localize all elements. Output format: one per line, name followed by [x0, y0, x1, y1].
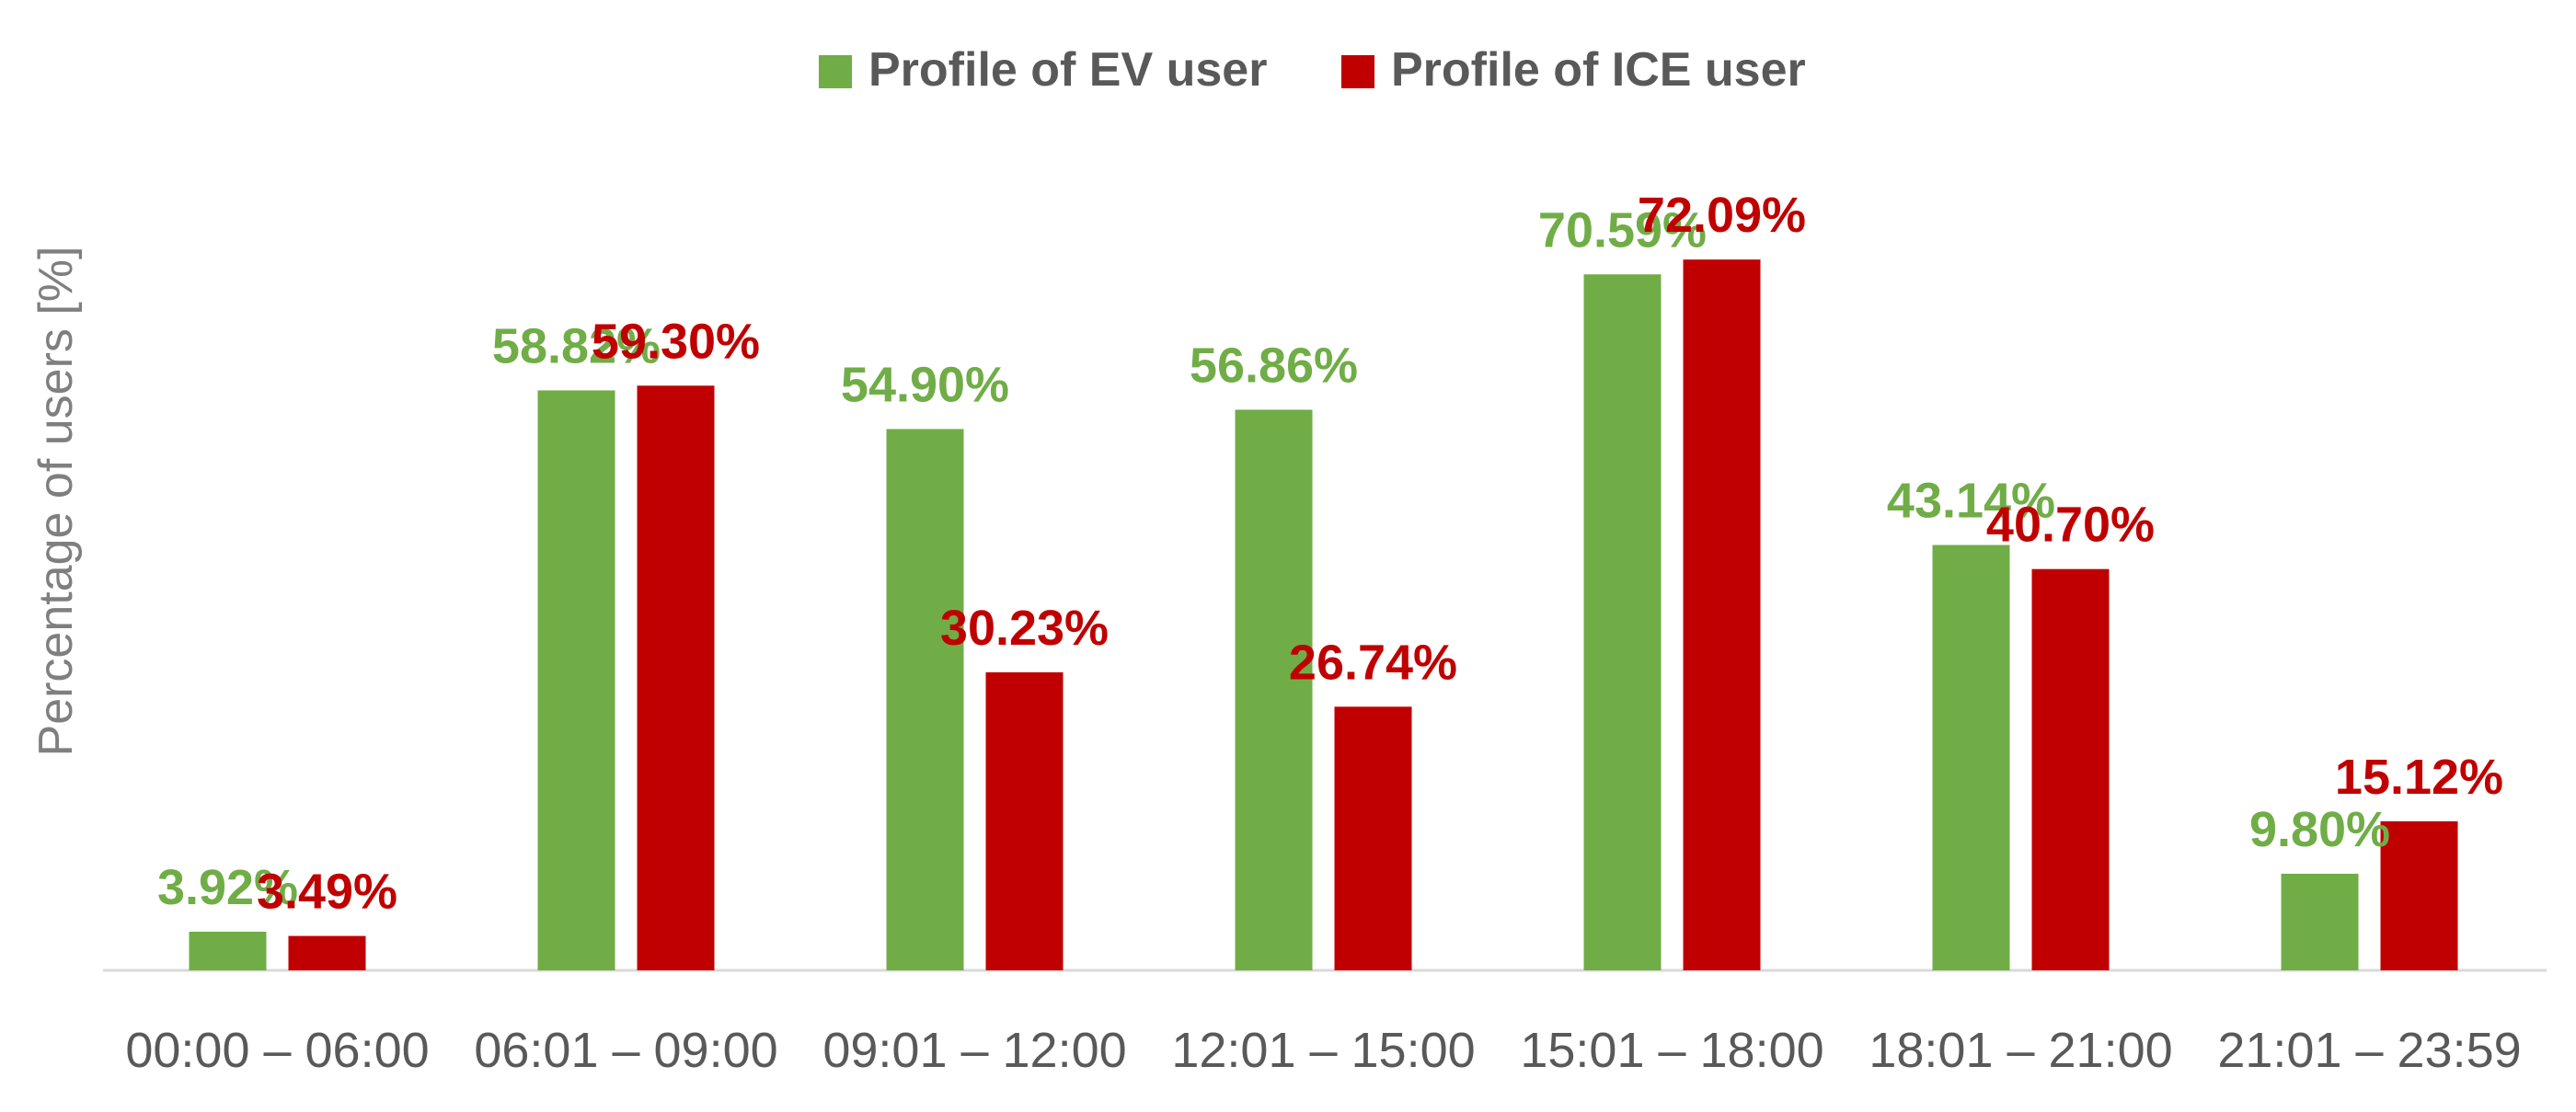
- x-tick-label-15-01-18-00: 15:01 – 18:00: [1520, 1023, 1823, 1078]
- ev-data-label-09-01-12-00: 54.90%: [841, 357, 1009, 412]
- ice-data-label-15-01-18-00: 72.09%: [1638, 188, 1806, 243]
- ice-bar-09-01-12-00: [985, 671, 1064, 970]
- x-tick-labels: 00:00 – 06:00 06:01 – 09:00 09:01 – 12:00 1…: [125, 1023, 2521, 1078]
- ev-bar-09-01-12-00: [886, 429, 964, 970]
- data-labels: 3.92%3.49% 58.82%59.30% 54.90% 30.23% 56.86%…: [157, 188, 2503, 919]
- ice-data-label-06-01-09-00: 59.30%: [592, 314, 760, 369]
- ice-bar-00-00-06-00: [288, 935, 366, 970]
- ev-bar-12-01-15-00: [1235, 409, 1313, 970]
- ice-data-label-09-01-12-00: 30.23%: [940, 601, 1109, 656]
- ev-data-label-15-01-18-00: 70.59%: [1538, 202, 1707, 258]
- ev-data-label-21-01-23-59: 9.80%: [2249, 802, 2390, 857]
- x-tick-label-18-01-21-00: 18:01 – 21:00: [1869, 1023, 2172, 1078]
- ev-bar-00-00-06-00: [189, 931, 267, 970]
- ev-bar-15-01-18-00: [1583, 274, 1662, 970]
- ev-bar-18-01-21-00: [1932, 545, 2010, 970]
- ice-data-label-00-00-06-00: 3.49%: [257, 865, 397, 920]
- ev-bar-06-01-09-00: [537, 390, 615, 970]
- legend-label-ice: Profile of ICE user: [1391, 43, 1806, 97]
- ev-data-label-12-01-15-00: 56.86%: [1190, 338, 1358, 393]
- x-tick-label-06-01-09-00: 06:01 – 09:00: [474, 1023, 777, 1078]
- ice-bar-21-01-23-59: [2380, 820, 2458, 970]
- ice-data-label-12-01-15-00: 26.74%: [1289, 635, 1457, 690]
- ev-data-label-18-01-21-00: 43.14%: [1887, 474, 2055, 529]
- x-tick-label-21-01-23-59: 21:01 – 23:59: [2217, 1023, 2521, 1078]
- legend-swatch-ice: [1341, 55, 1374, 88]
- ice-data-label-21-01-23-59: 15.12%: [2335, 750, 2503, 805]
- ice-bar-06-01-09-00: [637, 385, 715, 971]
- ev-bar-21-01-23-59: [2281, 873, 2359, 970]
- legend-label-ev: Profile of EV user: [868, 43, 1267, 97]
- x-tick-label-09-01-12-00: 09:01 – 12:00: [822, 1023, 1126, 1078]
- ice-bar-12-01-15-00: [1334, 706, 1412, 970]
- legend: Profile of EV user Profile of ICE user: [819, 43, 1806, 97]
- y-axis-label: Percentage of users [%]: [29, 246, 83, 757]
- ice-data-label-18-01-21-00: 40.70%: [1986, 498, 2155, 553]
- bars: [189, 259, 2458, 971]
- legend-swatch-ev: [819, 55, 852, 88]
- x-tick-label-12-01-15-00: 12:01 – 15:00: [1171, 1023, 1475, 1078]
- x-tick-label-00-00-06-00: 00:00 – 06:00: [125, 1023, 429, 1078]
- ice-bar-18-01-21-00: [2031, 568, 2110, 970]
- ev-data-label-06-01-09-00: 58.82%: [492, 318, 661, 373]
- ev-data-label-00-00-06-00: 3.92%: [157, 860, 298, 915]
- ice-bar-15-01-18-00: [1683, 259, 1761, 970]
